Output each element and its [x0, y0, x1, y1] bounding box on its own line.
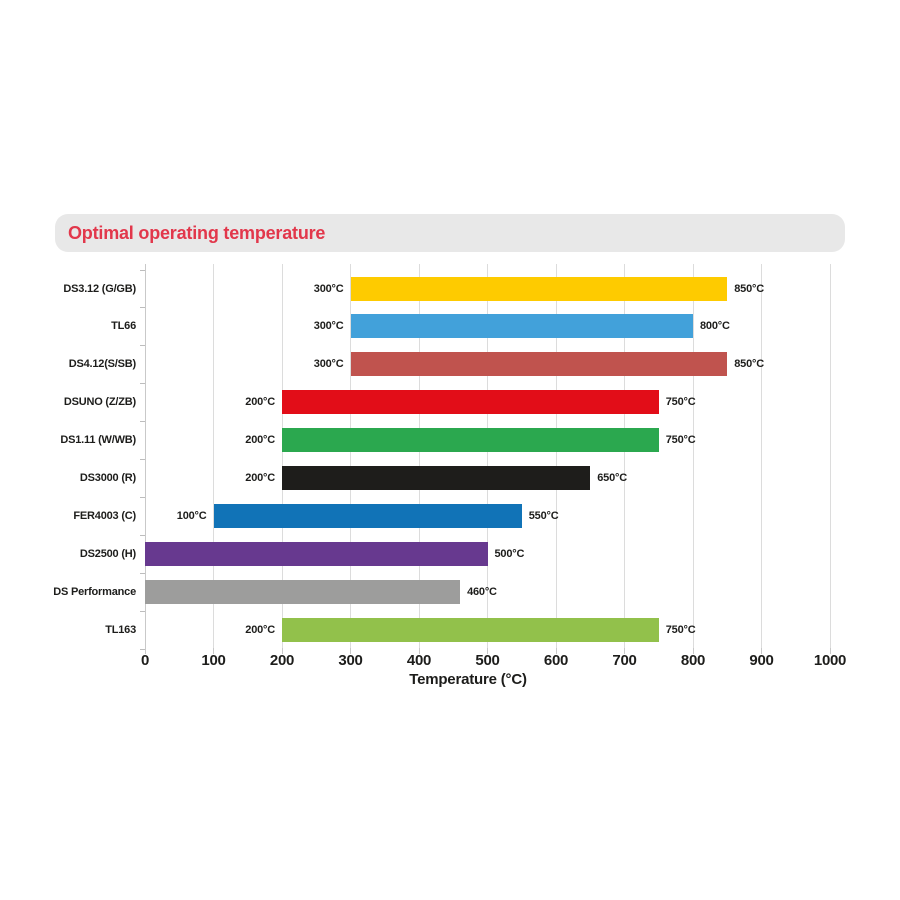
y-axis-tick	[140, 307, 145, 309]
y-axis-tick	[140, 421, 145, 423]
bar-end-value: 550°C	[528, 509, 559, 522]
x-axis-tick	[555, 648, 557, 654]
x-tick-label: 1000	[813, 652, 847, 669]
x-tick-label: 100	[201, 652, 226, 669]
category-label: DS4.12(S/SB)	[68, 358, 136, 371]
y-axis-tick	[140, 648, 145, 650]
title-banner: Optimal operating temperature	[55, 214, 845, 252]
x-tick-label: 400	[406, 652, 432, 669]
y-axis-tick	[140, 572, 145, 574]
bar-end-value: 460°C	[467, 585, 497, 598]
x-axis-tick	[213, 648, 214, 654]
bar-end-value: 750°C	[665, 434, 696, 447]
gridline	[624, 264, 625, 648]
y-axis-tick	[140, 534, 145, 536]
temperature-range-bar	[282, 466, 591, 490]
temperature-range-bar	[350, 314, 693, 339]
temperature-range-bar	[282, 390, 659, 415]
x-axis-tick	[487, 648, 488, 654]
y-axis-tick	[140, 496, 145, 498]
category-label: DS3.12 (G/GB)	[63, 282, 136, 295]
temperature-range-bar	[282, 617, 659, 642]
category-label: DSUNO (Z/ZB)	[63, 396, 136, 409]
y-axis-tick	[140, 610, 145, 612]
x-axis-title: Temperature (°C)	[409, 671, 527, 688]
bar-start-value: 100°C	[176, 509, 207, 522]
y-axis-tick	[140, 345, 145, 347]
category-label: DS1.11 (W/WB)	[60, 434, 136, 447]
bar-end-value: 850°C	[734, 282, 764, 295]
gridline	[418, 264, 420, 648]
temperature-range-bar	[145, 541, 488, 566]
category-label: DS Performance	[53, 585, 136, 598]
page-title: Optimal operating temperature	[68, 223, 326, 243]
gridline	[487, 264, 488, 648]
bar-end-value: 850°C	[734, 358, 764, 371]
gridline	[555, 264, 557, 648]
y-axis-tick	[140, 383, 145, 385]
category-label: TL66	[111, 320, 136, 333]
bar-start-value: 200°C	[245, 434, 275, 447]
temperature-range-bar	[350, 276, 728, 301]
x-tick-label: 500	[475, 652, 500, 669]
gridline	[213, 264, 214, 648]
bar-end-value: 500°C	[494, 547, 525, 560]
category-label: DS3000 (R)	[79, 472, 136, 484]
bar-start-value: 300°C	[313, 282, 344, 295]
gridline	[829, 264, 831, 648]
x-tick-label: 0	[140, 652, 150, 669]
temperature-range-bar	[145, 579, 461, 604]
temperature-range-bar	[282, 428, 659, 453]
y-axis-tick	[140, 269, 145, 271]
x-tick-label: 600	[543, 652, 569, 669]
x-axis-tick	[144, 648, 146, 654]
x-axis-tick	[829, 648, 831, 654]
x-axis-tick	[418, 648, 420, 654]
bar-end-value: 750°C	[665, 623, 696, 636]
temperature-range-bar	[350, 352, 728, 377]
x-tick-label: 800	[680, 652, 706, 669]
gridline	[761, 264, 762, 648]
x-tick-label: 200	[269, 652, 295, 669]
x-axis-tick	[350, 648, 351, 654]
bar-start-value: 300°C	[313, 320, 344, 333]
y-axis-line	[144, 264, 146, 648]
x-axis-tick	[692, 648, 694, 654]
gridline	[692, 264, 694, 648]
category-label: DS2500 (H)	[79, 547, 136, 560]
x-tick-label: 900	[749, 652, 774, 669]
bar-end-value: 750°C	[665, 396, 696, 409]
x-tick-label: 300	[338, 652, 363, 669]
bar-start-value: 200°C	[245, 396, 275, 409]
category-label: FER4003 (C)	[73, 509, 136, 522]
gridline	[350, 264, 351, 648]
bar-start-value: 200°C	[245, 623, 275, 636]
bar-start-value: 300°C	[313, 358, 344, 371]
x-axis-tick	[761, 648, 762, 654]
x-axis-tick	[624, 648, 625, 654]
bar-end-value: 800°C	[700, 320, 730, 333]
bar-end-value: 650°C	[597, 472, 627, 484]
y-axis-tick	[140, 459, 145, 461]
gridline	[281, 264, 283, 648]
x-tick-label: 700	[612, 652, 637, 669]
temperature-range-bar	[213, 503, 522, 528]
category-label: TL163	[105, 623, 136, 636]
bar-start-value: 200°C	[245, 472, 275, 484]
x-axis-tick	[281, 648, 283, 654]
